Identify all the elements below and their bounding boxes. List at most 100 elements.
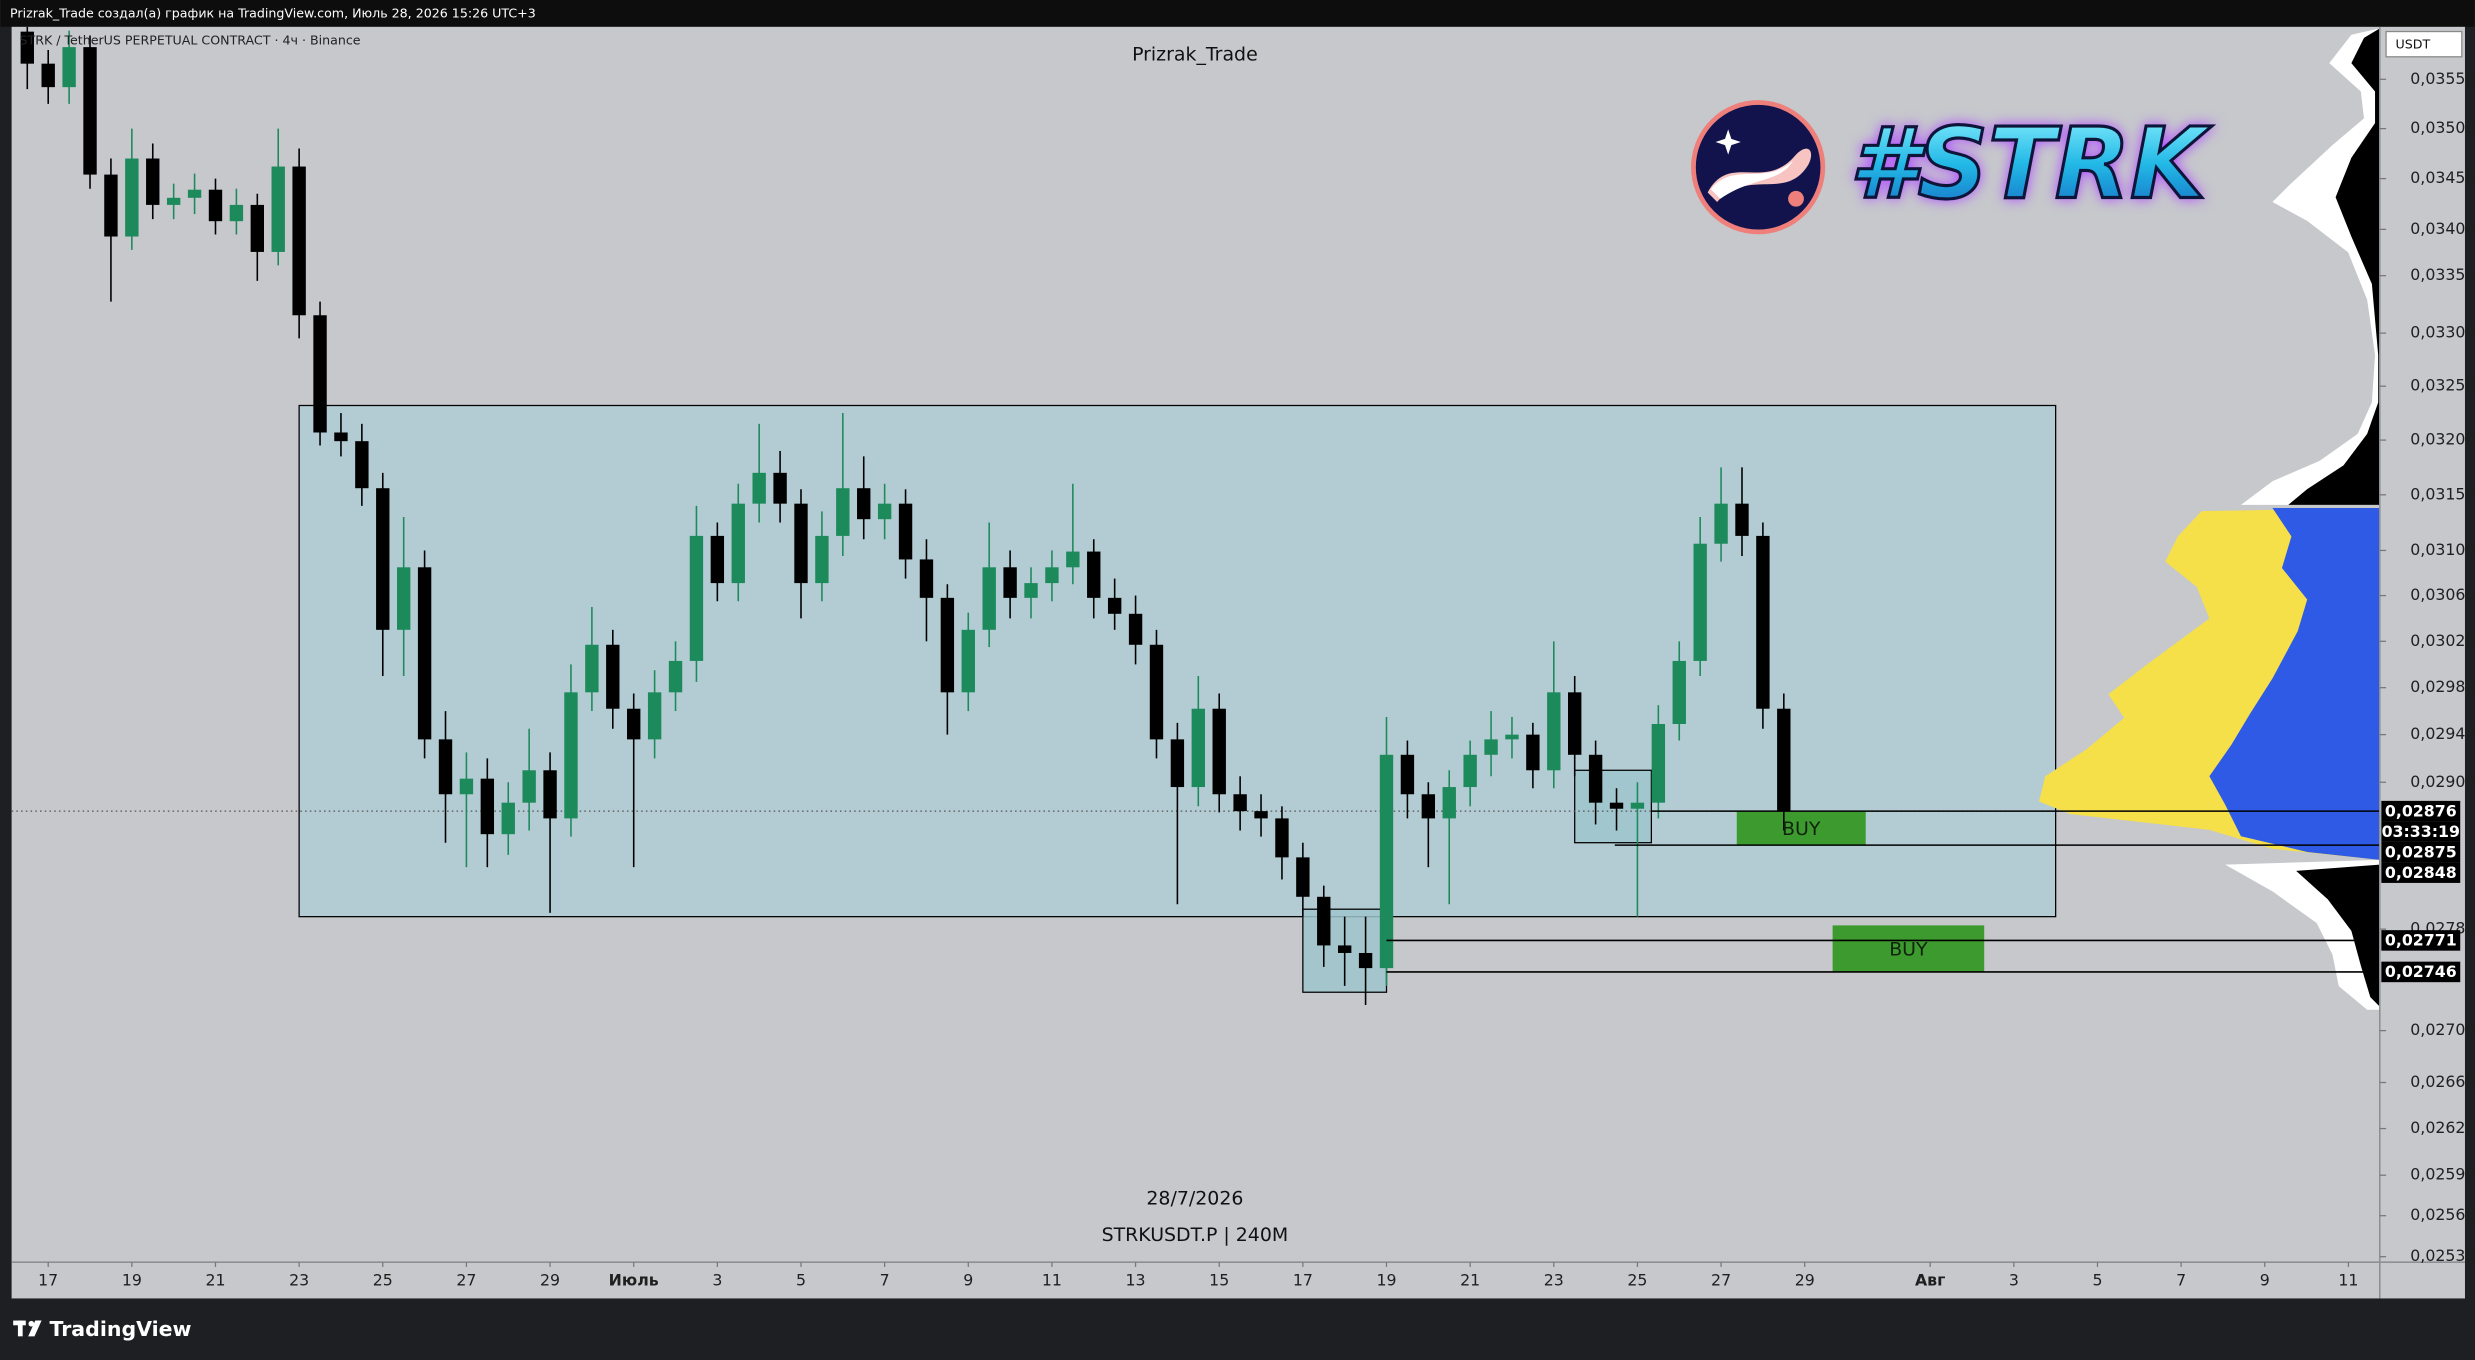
x-tick-label: 29 [540, 1271, 560, 1290]
candle-body [1170, 739, 1185, 788]
buy-zone [1832, 925, 1985, 972]
y-tick-label: 0,02590 [2410, 1165, 2475, 1184]
x-tick-label: 29 [1795, 1271, 1815, 1290]
plot: BUY BUY [11, 26, 2380, 1010]
footer-logo [13, 1320, 42, 1337]
x-tick-label: 13 [1126, 1271, 1146, 1290]
candle-body [1609, 802, 1624, 809]
candle-body [898, 503, 913, 560]
watermark-date: 28/7/2026 [1146, 1188, 1243, 1210]
candle-body [438, 739, 453, 795]
x-tick-label: 21 [1460, 1271, 1480, 1290]
y-tick-label: 0,03200 [2410, 430, 2475, 449]
candle-body [208, 189, 223, 222]
candle-body [1233, 794, 1247, 812]
x-tick-label: 17 [38, 1271, 58, 1290]
profile-upper-light [2240, 28, 2380, 505]
y-tick-label: 0,03400 [2410, 219, 2475, 238]
y-tick-label: 0,02900 [2410, 772, 2475, 791]
candle-body [104, 174, 118, 237]
candle-body [1254, 811, 1268, 819]
x-tick-label: 3 [2009, 1271, 2019, 1290]
candle-body [1107, 597, 1122, 614]
y-tick-label: 0,03300 [2410, 323, 2475, 342]
volume-profile [2038, 28, 2380, 1010]
candle-body [919, 559, 934, 598]
logo-text: #STRK [1850, 107, 2212, 221]
candle-body [417, 567, 432, 740]
candle-body [1149, 644, 1164, 740]
x-tick-label: Авг [1915, 1271, 1945, 1290]
logo-wave-light [1710, 160, 1793, 199]
x-tick-label: 23 [289, 1271, 309, 1290]
candle-body [710, 535, 725, 584]
candle-body [396, 567, 411, 630]
candle-body [543, 770, 557, 819]
candle-body [857, 488, 871, 520]
candle-body [1568, 692, 1582, 755]
candle-body [1337, 945, 1352, 953]
candle-body [1317, 896, 1331, 946]
candle-body [1756, 535, 1770, 709]
candle-body [271, 166, 285, 252]
price-label-box [2381, 961, 2461, 983]
candle-body [41, 63, 55, 88]
y-tick-label: 0,03450 [2410, 168, 2475, 187]
footer-bar [0, 1298, 2475, 1360]
candle-body [480, 778, 495, 835]
candle-body [376, 488, 390, 630]
candle-body [1484, 739, 1498, 755]
currency-label: USDT [2396, 36, 2431, 51]
candle-body [794, 503, 808, 584]
x-tick-label: 21 [205, 1271, 225, 1290]
candle-body [1693, 543, 1707, 661]
candle-body [1400, 754, 1415, 795]
candle-body [1588, 754, 1603, 803]
candle-body [355, 441, 369, 489]
footer-logo-dot [28, 1320, 35, 1327]
candle-body [1651, 724, 1666, 803]
chart-title: Prizrak_Trade [1132, 44, 1258, 66]
x-tick-label: 7 [2176, 1271, 2186, 1290]
header-text: Prizrak_Trade создал(а) график на Tradin… [10, 6, 536, 21]
logo: #STRK [1691, 100, 2214, 235]
candle-body [1066, 551, 1080, 568]
price-label: 0,02746 [2385, 962, 2457, 981]
x-tick-label: 25 [1627, 1271, 1647, 1290]
x-tick-label: 9 [2260, 1271, 2270, 1290]
candle-body [1505, 734, 1519, 740]
candle-body [752, 472, 766, 504]
header-bar [0, 0, 2475, 27]
x-tick-label: 27 [456, 1271, 476, 1290]
logo-dot [1788, 190, 1804, 207]
y-tick-label: 0,03020 [2410, 631, 2475, 650]
candle-body [1547, 692, 1561, 771]
x-tick-label: 19 [122, 1271, 142, 1290]
price-label-box [2381, 800, 2461, 822]
candle-body [250, 204, 265, 252]
x-tick-label: 9 [963, 1271, 973, 1290]
candle-body [459, 778, 474, 795]
x-tick-label: 19 [1376, 1271, 1396, 1290]
candle-body [627, 708, 641, 740]
candle-body [166, 197, 181, 205]
y-tick-label: 0,02700 [2410, 1020, 2475, 1039]
footer-logo-slash [28, 1320, 42, 1337]
candle-body [606, 644, 620, 709]
candle-body [1212, 708, 1226, 795]
candle-body [292, 166, 306, 316]
x-tick-label: 25 [373, 1271, 393, 1290]
y-tick-label: 0,03150 [2410, 484, 2475, 503]
symbol-label: STRK / TetherUS PERPETUAL CONTRACT · 4ч … [19, 33, 360, 48]
candle-body [564, 692, 578, 819]
candle-body [20, 31, 34, 64]
candle-body [522, 770, 536, 803]
candle-body [1735, 503, 1749, 536]
axes: USDT 0,03550 0,03500 0,03450 0,03400 0,03355… [11, 26, 2475, 1299]
candle-body [961, 629, 975, 693]
profile-lower-dark [2296, 864, 2380, 1007]
candle-body [689, 535, 704, 661]
buy-zone [1736, 811, 1866, 846]
x-tick-label: 5 [796, 1271, 806, 1290]
